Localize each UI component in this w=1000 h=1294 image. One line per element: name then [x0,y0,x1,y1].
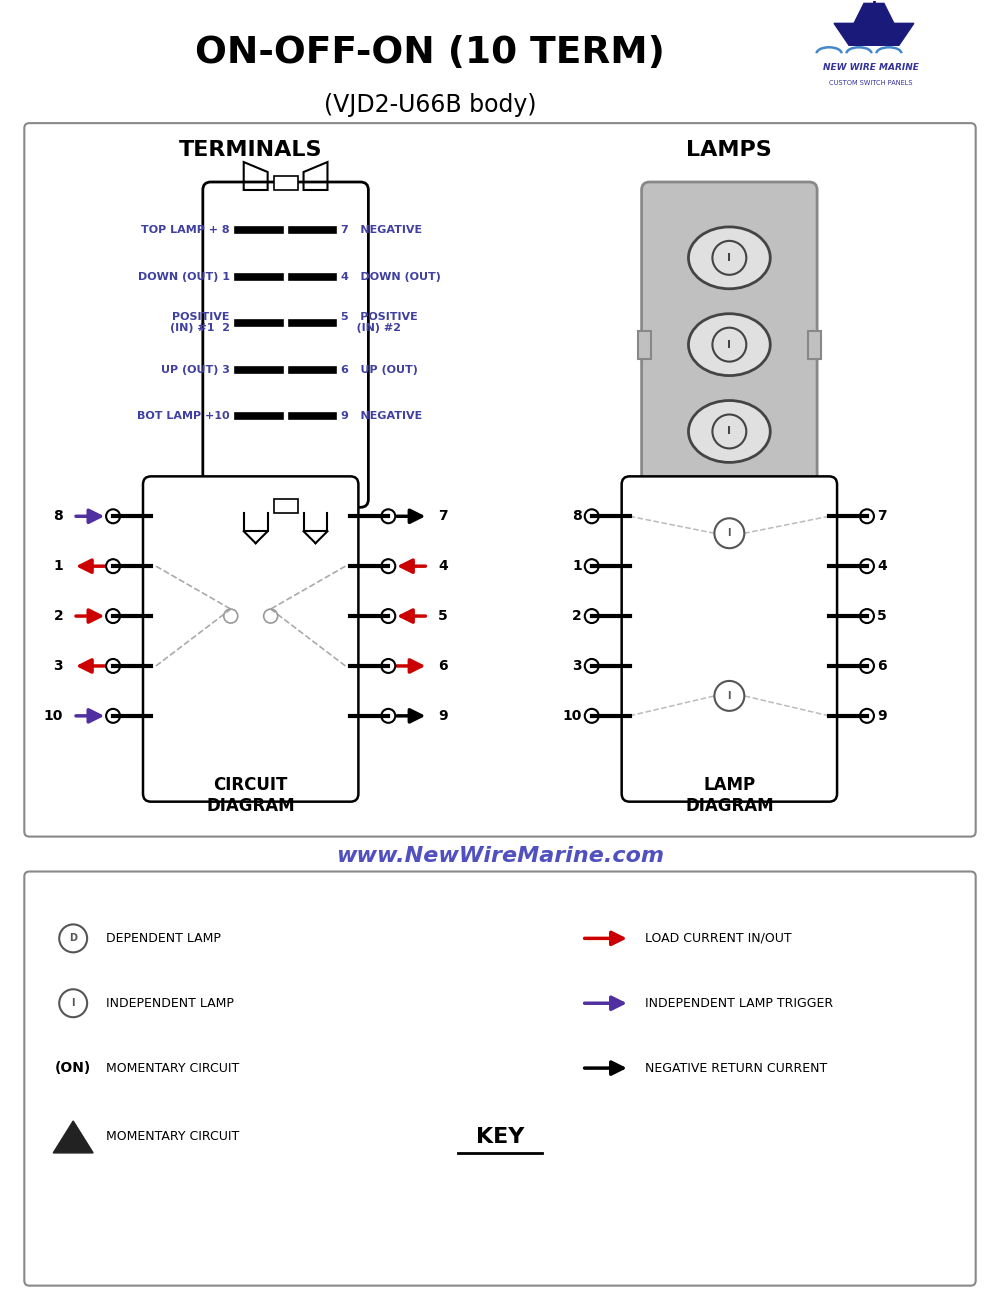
FancyBboxPatch shape [622,476,837,802]
Text: 7: 7 [438,510,448,523]
Text: CUSTOM SWITCH PANELS: CUSTOM SWITCH PANELS [829,80,913,87]
Text: DEPENDENT LAMP: DEPENDENT LAMP [106,932,221,945]
Text: CIRCUIT
DIAGRAM: CIRCUIT DIAGRAM [206,776,295,815]
Text: 6   UP (OUT): 6 UP (OUT) [341,365,418,374]
Text: 6: 6 [438,659,448,673]
Text: NEW WIRE MARINE: NEW WIRE MARINE [823,62,919,71]
Text: POSITIVE
(IN) #1  2: POSITIVE (IN) #1 2 [170,312,230,334]
Text: ON-OFF-ON (10 TERM): ON-OFF-ON (10 TERM) [195,35,665,71]
Text: 8: 8 [53,510,63,523]
Text: MOMENTARY CIRCUIT: MOMENTARY CIRCUIT [106,1061,239,1074]
Ellipse shape [688,226,770,289]
Text: 10: 10 [562,709,582,723]
Text: 5: 5 [438,609,448,624]
Polygon shape [834,23,914,45]
Text: MOMENTARY CIRCUIT: MOMENTARY CIRCUIT [106,1131,239,1144]
Text: 7   NEGATIVE: 7 NEGATIVE [341,225,423,236]
FancyBboxPatch shape [203,182,368,507]
Text: I: I [728,528,731,538]
Text: (VJD2-U66B body): (VJD2-U66B body) [324,93,536,118]
Text: (ON): (ON) [55,1061,91,1075]
Text: BOT LAMP +10: BOT LAMP +10 [137,411,230,422]
Text: UP (OUT) 3: UP (OUT) 3 [161,365,230,374]
Text: 10: 10 [44,709,63,723]
Text: I: I [728,691,731,701]
Text: 1: 1 [53,559,63,573]
Text: 9: 9 [877,709,887,723]
Text: TOP LAMP + 8: TOP LAMP + 8 [141,225,230,236]
Text: D: D [69,933,77,943]
Text: LAMPS: LAMPS [686,140,772,160]
Text: DOWN (OUT) 1: DOWN (OUT) 1 [138,272,230,282]
Text: LOAD CURRENT IN/OUT: LOAD CURRENT IN/OUT [645,932,791,945]
Text: 4   DOWN (OUT): 4 DOWN (OUT) [341,272,441,282]
Text: 3: 3 [54,659,63,673]
Text: INDEPENDENT LAMP TRIGGER: INDEPENDENT LAMP TRIGGER [645,996,833,1009]
Text: I: I [71,998,75,1008]
Text: NEGATIVE RETURN CURRENT: NEGATIVE RETURN CURRENT [645,1061,827,1074]
Text: 4: 4 [877,559,887,573]
Text: I: I [727,339,731,349]
FancyBboxPatch shape [642,182,817,507]
Bar [274,499,298,514]
Text: 2: 2 [53,609,63,624]
Text: I: I [727,427,731,436]
Text: 4: 4 [438,559,448,573]
Text: 3: 3 [572,659,582,673]
Ellipse shape [688,313,770,375]
Bar [638,331,651,358]
Text: LAMP
DIAGRAM: LAMP DIAGRAM [685,776,774,815]
Polygon shape [854,4,894,23]
Text: 5   POSITIVE
    (IN) #2: 5 POSITIVE (IN) #2 [341,312,418,334]
FancyBboxPatch shape [143,476,358,802]
Text: 9: 9 [438,709,448,723]
Text: 5: 5 [877,609,887,624]
Ellipse shape [688,401,770,462]
Text: I: I [727,252,731,263]
Text: www.NewWireMarine.com: www.NewWireMarine.com [336,845,664,866]
Polygon shape [53,1121,93,1153]
Text: 2: 2 [572,609,582,624]
Text: KEY: KEY [476,1127,524,1146]
Text: 9   NEGATIVE: 9 NEGATIVE [341,411,423,422]
Text: 1: 1 [572,559,582,573]
Text: 8: 8 [572,510,582,523]
Text: INDEPENDENT LAMP: INDEPENDENT LAMP [106,996,234,1009]
Bar [808,331,821,358]
Text: TERMINALS: TERMINALS [179,140,322,160]
Text: 7: 7 [877,510,887,523]
Text: 6: 6 [877,659,887,673]
Bar [274,176,298,190]
